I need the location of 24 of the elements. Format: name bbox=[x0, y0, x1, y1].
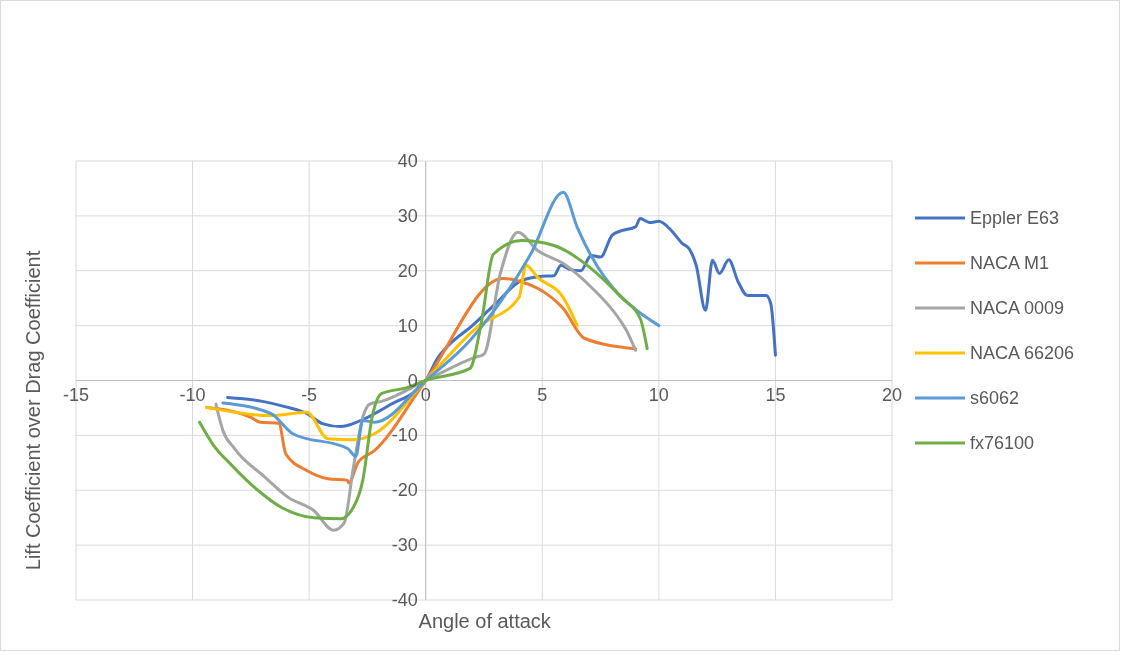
x-tick-label: -10 bbox=[179, 384, 206, 405]
y-axis-title: Lift Coefficient over Drag Coefficient bbox=[22, 250, 44, 571]
legend-label: NACA 0009 bbox=[970, 298, 1065, 318]
y-tick-label: 20 bbox=[397, 260, 418, 281]
x-tick-label: 10 bbox=[648, 384, 669, 405]
x-tick-label: 0 bbox=[420, 384, 431, 405]
legend-label: NACA M1 bbox=[970, 253, 1050, 273]
legend-label: Eppler E63 bbox=[970, 208, 1060, 228]
legend-label: s6062 bbox=[970, 388, 1020, 408]
x-tick-label: 15 bbox=[765, 384, 786, 405]
x-tick-label: -15 bbox=[62, 384, 90, 405]
legend-label: NACA 66206 bbox=[970, 343, 1075, 363]
y-tick-label: -10 bbox=[391, 425, 418, 446]
y-tick-label: -20 bbox=[391, 480, 418, 501]
legend-label: fx76100 bbox=[970, 433, 1035, 453]
y-tick-label: 40 bbox=[397, 151, 418, 171]
y-tick-label: 30 bbox=[397, 205, 418, 226]
y-tick-label: 10 bbox=[397, 315, 418, 336]
x-axis-title: Angle of attack bbox=[418, 610, 552, 632]
y-tick-label: -30 bbox=[391, 535, 418, 556]
x-tick-label: 5 bbox=[537, 384, 548, 405]
y-tick-label: -40 bbox=[391, 590, 418, 610]
x-tick-label: -5 bbox=[301, 384, 318, 405]
x-tick-label: 20 bbox=[881, 384, 903, 405]
